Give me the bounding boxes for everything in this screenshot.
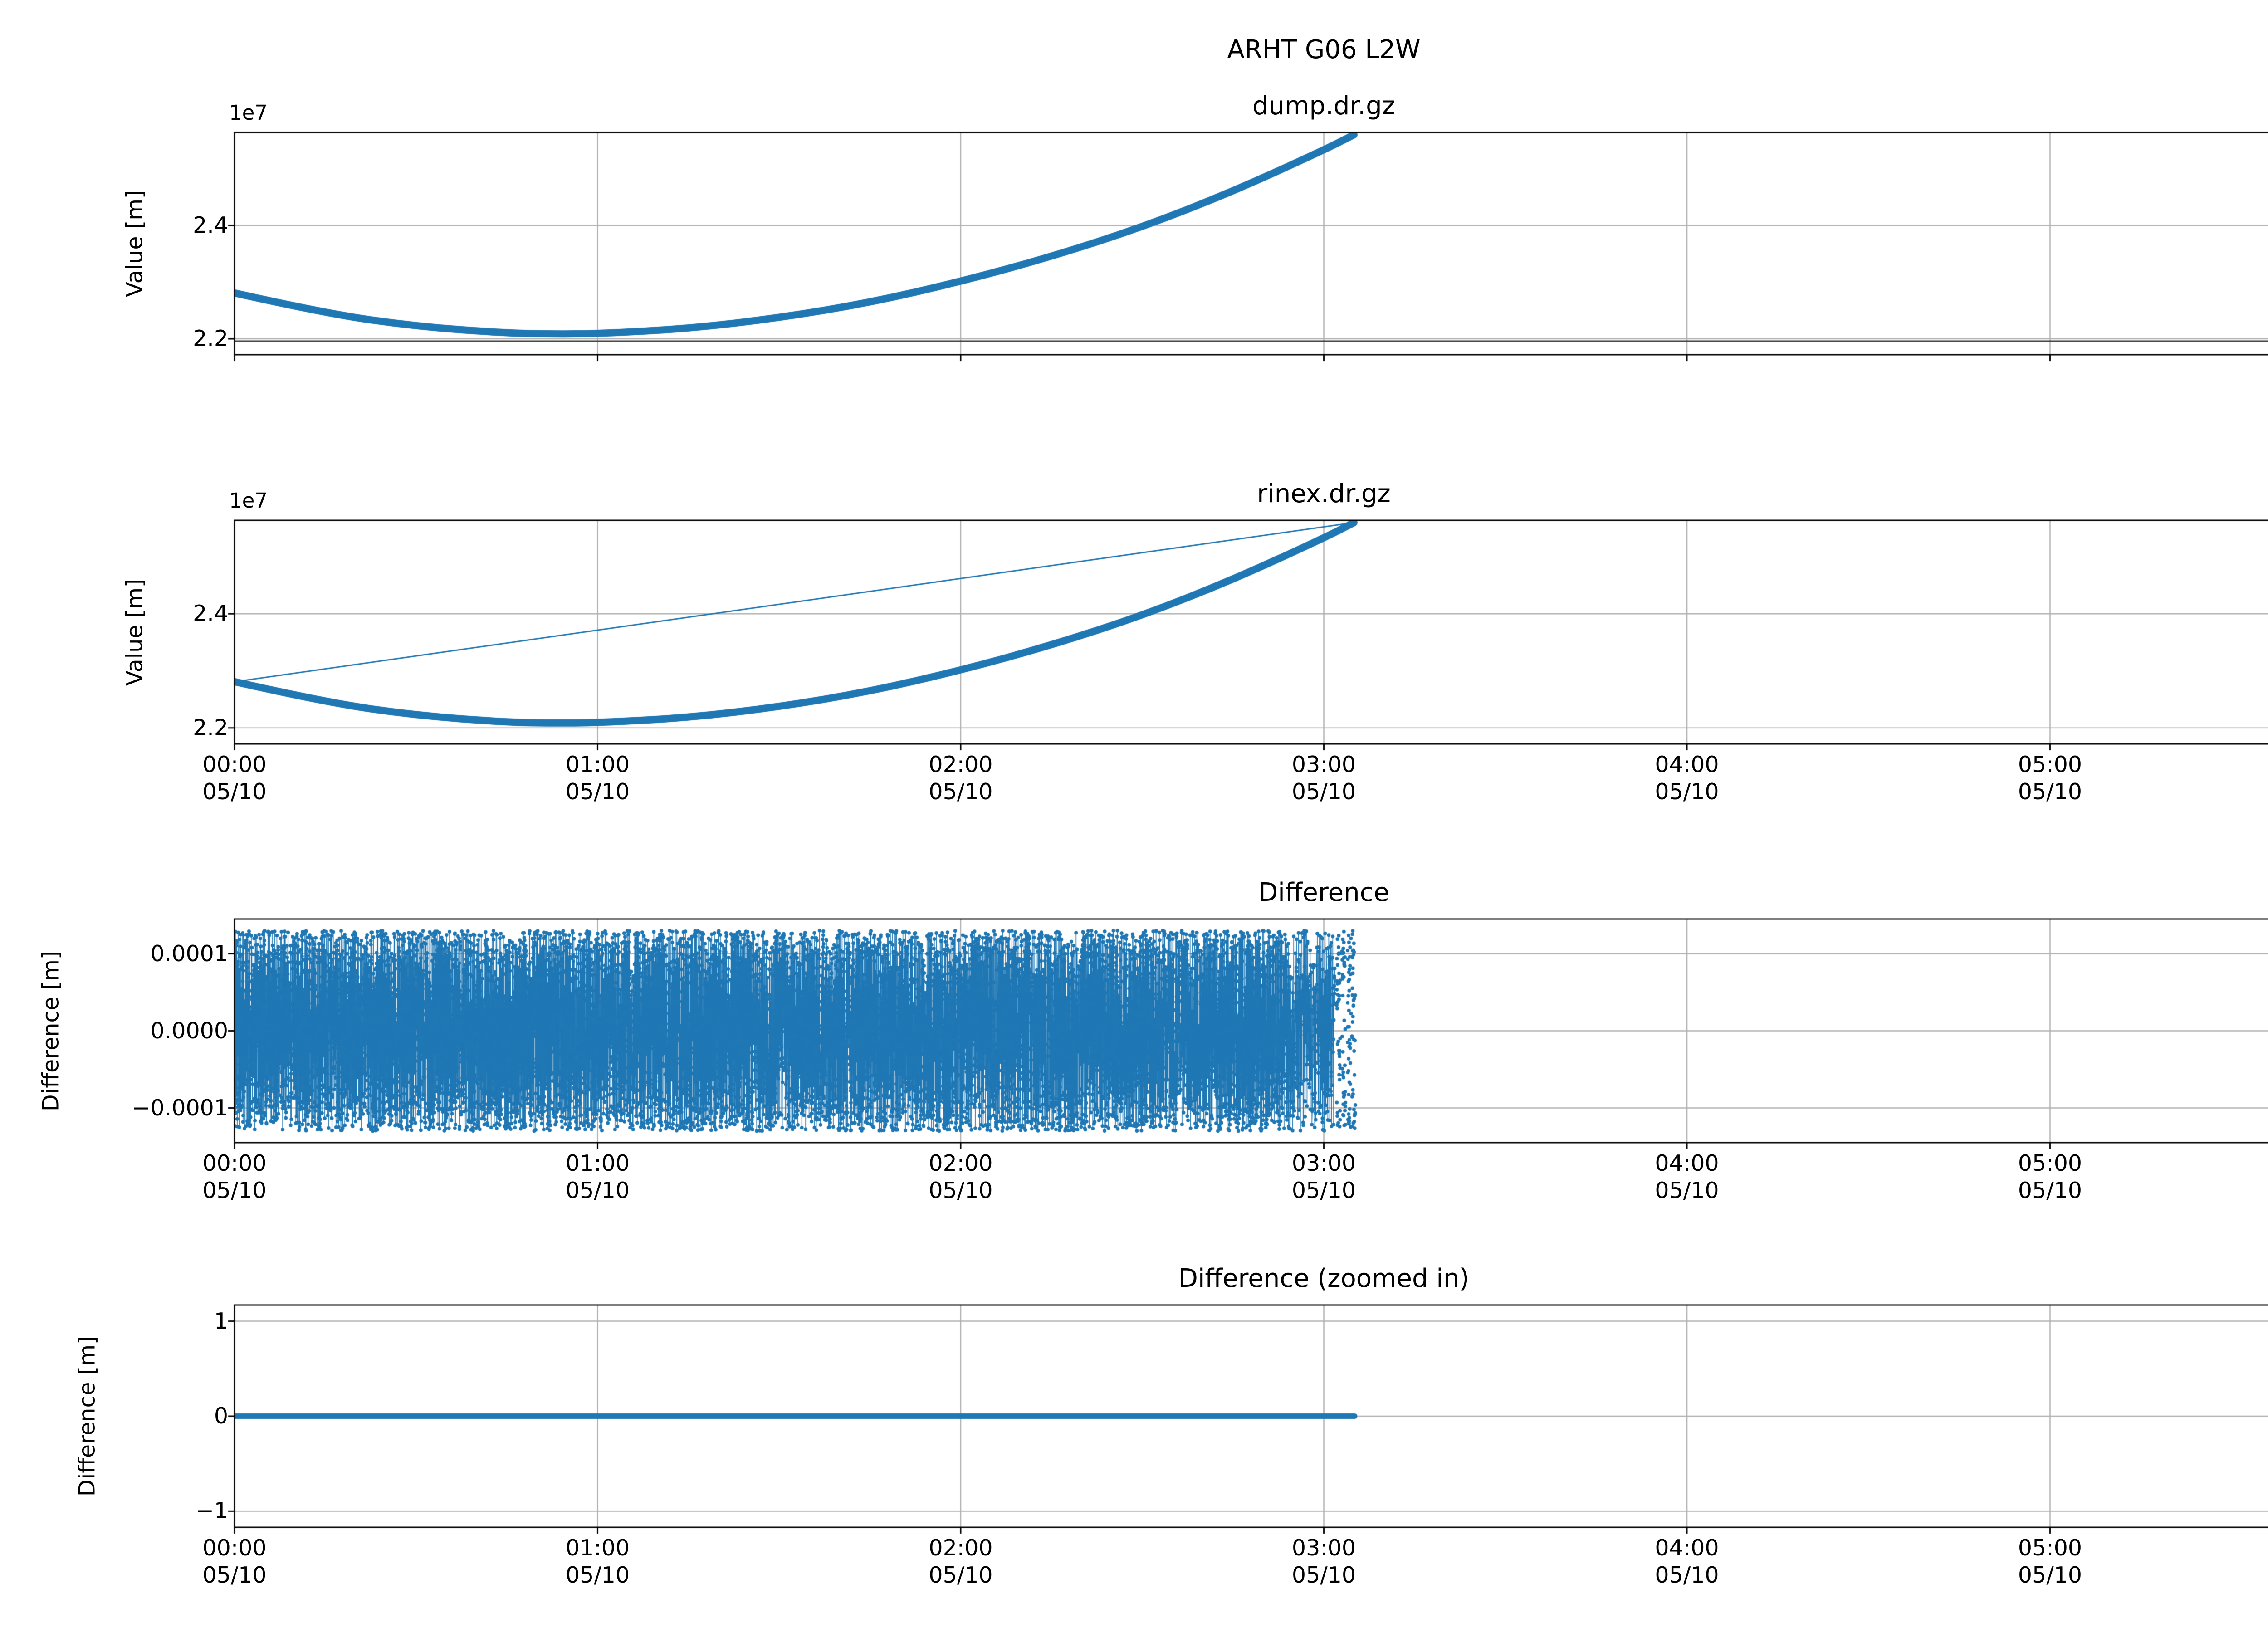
subplot-title-difference: Difference <box>1258 878 1389 907</box>
y-axis-label-rinex: Value [m] <box>122 578 148 686</box>
y-axis-label-difference-zoomed: Difference [m] <box>74 1335 100 1497</box>
subplot-title-dump: dump.dr.gz <box>1252 91 1396 121</box>
figure-suptitle: ARHT G06 L2W <box>1227 35 1421 64</box>
y-axis-label-dump: Value [m] <box>122 190 148 298</box>
axis-offset-text-rinex: 1e7 <box>229 489 268 513</box>
subplot-title-rinex: rinex.dr.gz <box>1257 479 1391 508</box>
subplot-title-difference-zoomed: Difference (zoomed in) <box>1178 1264 1470 1293</box>
axis-offset-text-dump: 1e7 <box>229 101 268 125</box>
y-axis-label-difference: Difference [m] <box>38 950 64 1111</box>
